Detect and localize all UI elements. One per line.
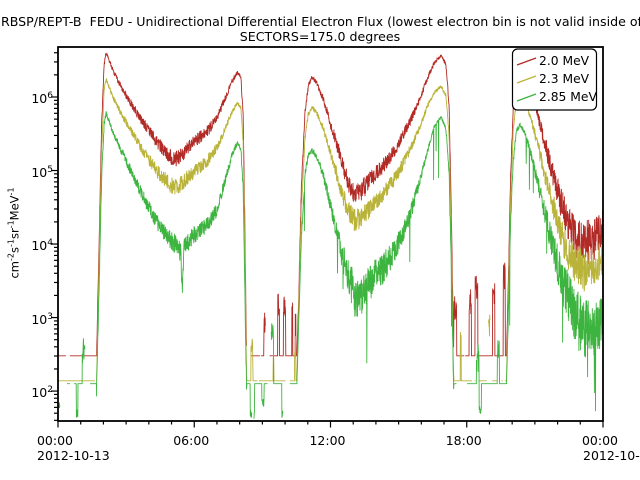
chart-subtitle: SECTORS=175.0 degrees: [239, 29, 401, 44]
series-line-2-85-mev: [58, 111, 603, 419]
x-tick-label: 18:00: [445, 433, 482, 448]
y-tick-label: 104: [31, 238, 53, 254]
chart-title: RBSP/REPT-B FEDU - Unidirectional Differ…: [1, 14, 640, 29]
axes-group: [51, 46, 604, 428]
legend-label: 2.3 MeV: [539, 72, 590, 86]
x-tick-label: 12:00: [309, 433, 346, 448]
x-axis-date-left: 2012-10-13: [37, 448, 110, 463]
series-line-2-0-mev: [58, 52, 603, 357]
y-tick-label: 103: [31, 311, 53, 327]
series-group: [58, 52, 603, 419]
x-tick-label: 06:00: [173, 433, 210, 448]
y-tick-label: 105: [31, 164, 53, 180]
x-axis-date-right: 2012-10-14: [583, 448, 640, 463]
legend-key-line: [516, 57, 537, 66]
series-line-2-3-mev: [58, 78, 603, 382]
legend-label: 2.85 MeV: [539, 90, 597, 104]
legend-label: 2.0 MeV: [539, 54, 590, 68]
y-tick-label: 106: [31, 91, 53, 107]
legend-key-line: [516, 93, 537, 102]
x-tick-label: 00:00: [581, 433, 619, 448]
legend: 2.0 MeV 2.3 MeV 2.85 MeV: [511, 48, 597, 111]
x-tick-label: 00:00: [36, 433, 74, 448]
legend-key-line: [516, 75, 537, 84]
y-tick-label: 102: [31, 385, 53, 401]
